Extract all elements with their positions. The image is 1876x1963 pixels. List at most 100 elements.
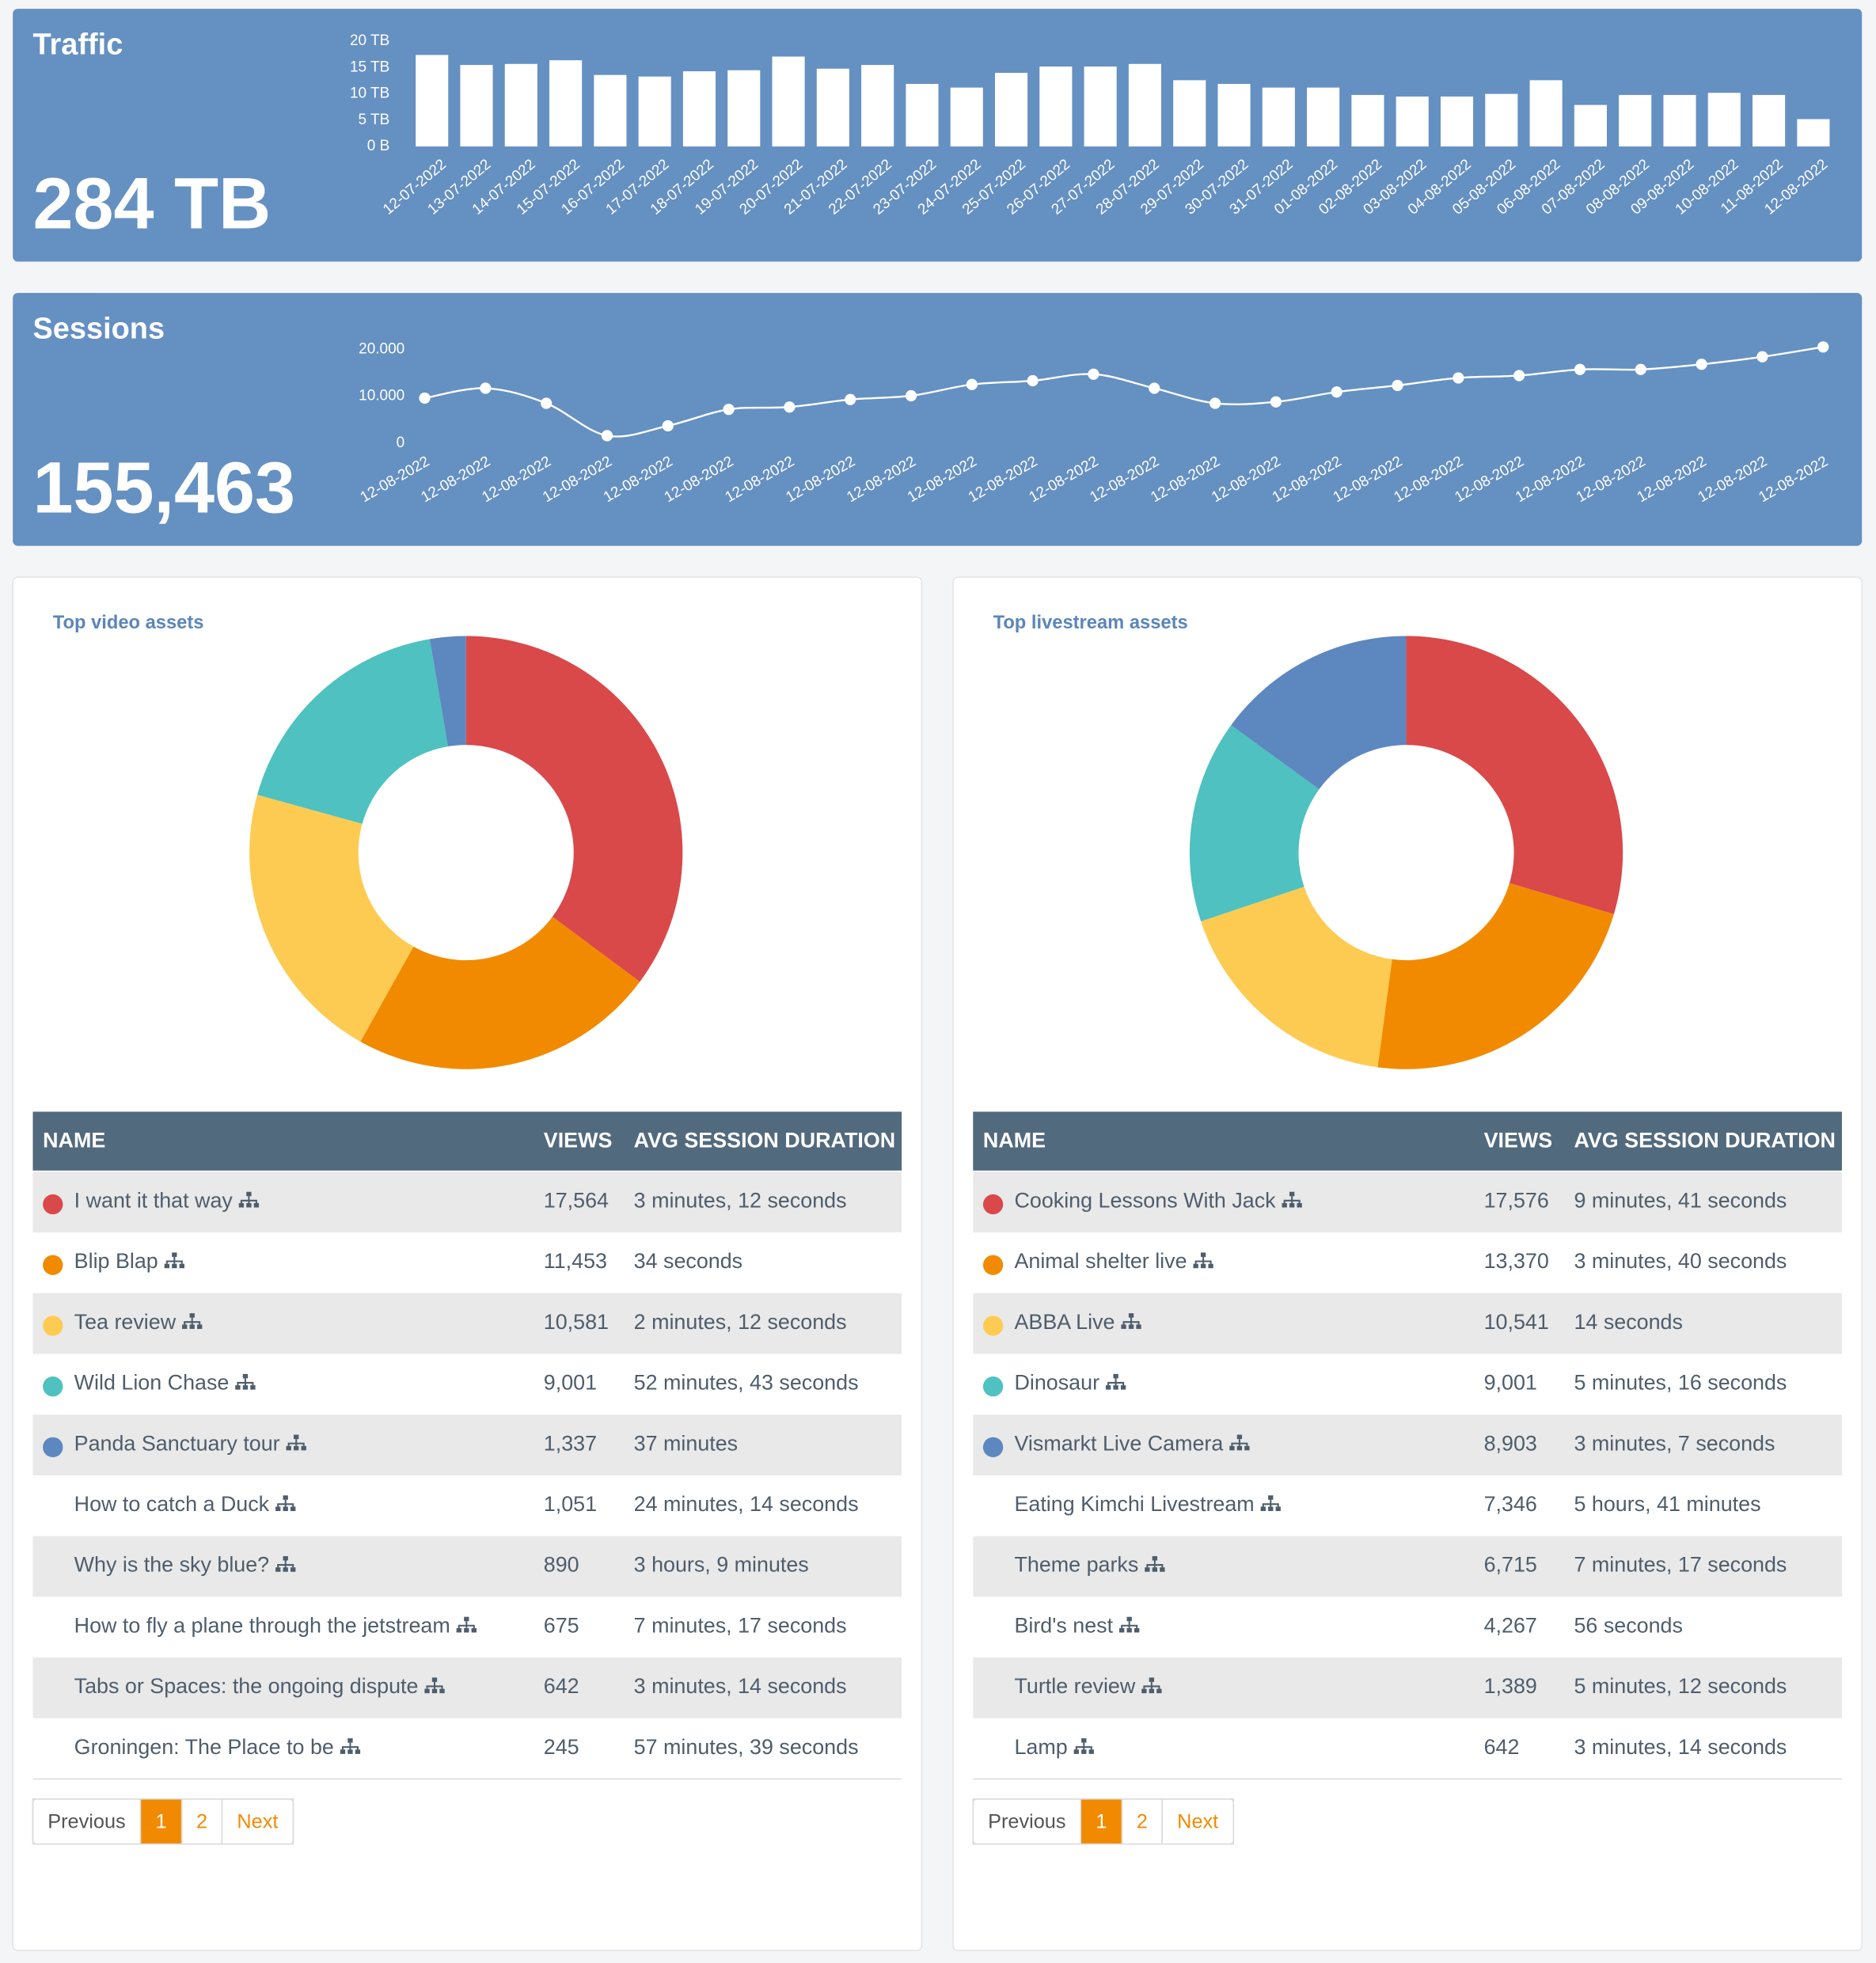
pie-slice: [1377, 883, 1614, 1069]
avg-duration: 7 minutes, 17 seconds: [634, 1613, 847, 1637]
pie-slice: [1201, 887, 1392, 1068]
avg-duration: 2 minutes, 12 seconds: [634, 1310, 847, 1334]
icon-part: [291, 1567, 296, 1572]
point: [1088, 368, 1099, 380]
avg-duration: 5 minutes, 12 seconds: [1574, 1674, 1787, 1698]
page-button[interactable]: [1080, 1798, 1123, 1845]
asset-name[interactable]: Cooking Lessons With Jack: [1014, 1188, 1276, 1212]
bar: [1663, 94, 1696, 147]
table-row: [973, 1597, 1842, 1658]
page-button[interactable]: [221, 1798, 294, 1845]
page-button-label[interactable]: 1: [1096, 1811, 1107, 1833]
point: [1392, 379, 1403, 392]
page-button-label[interactable]: 2: [1137, 1811, 1148, 1833]
hierarchy-icon: [1119, 1616, 1140, 1633]
asset-name[interactable]: Tabs or Spaces: the ongoing dispute: [74, 1674, 419, 1698]
asset-name[interactable]: Turtle review: [1014, 1674, 1135, 1698]
icon-part: [456, 1627, 461, 1633]
page-button[interactable]: [1161, 1798, 1235, 1845]
pie-slice: [249, 795, 414, 1042]
point: [1027, 374, 1039, 387]
icon-part: [1208, 1263, 1213, 1269]
icon-part: [1200, 1252, 1206, 1257]
asset-name[interactable]: Dinosaur: [1014, 1371, 1099, 1395]
card-total: 284 TB: [32, 163, 271, 244]
icon-part: [347, 1749, 353, 1754]
icon-part: [1282, 1202, 1287, 1208]
icon-part: [1193, 1263, 1198, 1269]
views: 10,541: [1484, 1310, 1549, 1334]
asset-name[interactable]: How to fly a plane through the jetstream: [74, 1613, 450, 1637]
avg-duration: 5 minutes, 16 seconds: [1574, 1371, 1787, 1395]
icon-part: [287, 1439, 305, 1446]
page-button-label[interactable]: 2: [196, 1811, 207, 1833]
bar: [772, 56, 805, 147]
panel-title: Top video assets: [53, 613, 204, 633]
icon-part: [275, 1506, 281, 1512]
icon-part: [235, 1385, 241, 1390]
views: 1,389: [1484, 1674, 1537, 1698]
asset-name[interactable]: Groningen: The Place to be: [74, 1735, 334, 1759]
icon-part: [294, 1445, 299, 1451]
page-button-label[interactable]: Previous: [988, 1811, 1065, 1833]
bar: [727, 70, 761, 147]
icon-part: [283, 1567, 288, 1572]
asset-name[interactable]: Bird's nest: [1014, 1613, 1113, 1637]
point: [905, 389, 917, 402]
icon-part: [246, 1202, 252, 1208]
y-tick-label: 15 TB: [350, 59, 389, 75]
legend-dot: [43, 1437, 63, 1458]
asset-name[interactable]: Eating Kimchi Livestream: [1014, 1492, 1254, 1516]
table-row: [32, 1536, 902, 1597]
bar: [1039, 66, 1073, 147]
y-tick-label: 20 TB: [350, 32, 389, 49]
asset-name[interactable]: ABBA Live: [1014, 1310, 1115, 1334]
views: 13,370: [1484, 1249, 1549, 1273]
column-header: VIEWS: [1484, 1129, 1553, 1152]
card: [13, 293, 1863, 546]
page-button-label[interactable]: Next: [1177, 1811, 1218, 1833]
icon-part: [1149, 1677, 1155, 1682]
bar: [1396, 96, 1429, 147]
hierarchy-icon: [340, 1738, 361, 1754]
icon-part: [1126, 1616, 1132, 1622]
y-tick-label: 0 B: [367, 138, 389, 154]
views: 6,715: [1484, 1553, 1537, 1577]
asset-name[interactable]: Panda Sanctuary tour: [74, 1431, 280, 1455]
asset-name[interactable]: Tea review: [74, 1310, 177, 1334]
icon-part: [1105, 1385, 1111, 1390]
legend-dot: [43, 1376, 63, 1397]
page-button-label[interactable]: 1: [156, 1811, 167, 1833]
avg-duration: 52 minutes, 43 seconds: [634, 1371, 859, 1395]
hierarchy-icon: [456, 1616, 477, 1633]
table-row: [973, 1475, 1842, 1536]
table-header: [32, 1111, 902, 1171]
asset-name[interactable]: Theme parks: [1014, 1553, 1138, 1577]
bar: [1351, 94, 1384, 147]
icon-part: [283, 1506, 288, 1512]
icon-part: [189, 1324, 195, 1329]
page-button-label[interactable]: Previous: [47, 1811, 125, 1833]
table-row: [973, 1171, 1842, 1233]
asset-name[interactable]: Lamp: [1014, 1735, 1067, 1759]
bar: [1753, 94, 1786, 147]
asset-name[interactable]: Blip Blap: [74, 1249, 158, 1273]
icon-part: [1113, 1373, 1118, 1379]
asset-name[interactable]: I want it that way: [74, 1188, 234, 1212]
icon-part: [424, 1688, 430, 1694]
bar: [504, 63, 537, 147]
asset-name[interactable]: Wild Lion Chase: [74, 1371, 230, 1395]
icon-part: [1128, 1313, 1134, 1318]
card-total: 155,463: [32, 447, 295, 528]
asset-name[interactable]: How to catch a Duck: [74, 1492, 270, 1516]
page-button-label[interactable]: Next: [237, 1811, 278, 1833]
asset-name[interactable]: Why is the sky blue?: [74, 1553, 269, 1577]
asset-name[interactable]: Vismarkt Live Camera: [1014, 1431, 1223, 1455]
bar: [682, 71, 716, 147]
bar: [1173, 80, 1206, 147]
bar: [1307, 87, 1340, 147]
icon-part: [1289, 1191, 1295, 1197]
asset-name[interactable]: Animal shelter live: [1014, 1249, 1187, 1273]
table-row: [32, 1475, 902, 1536]
